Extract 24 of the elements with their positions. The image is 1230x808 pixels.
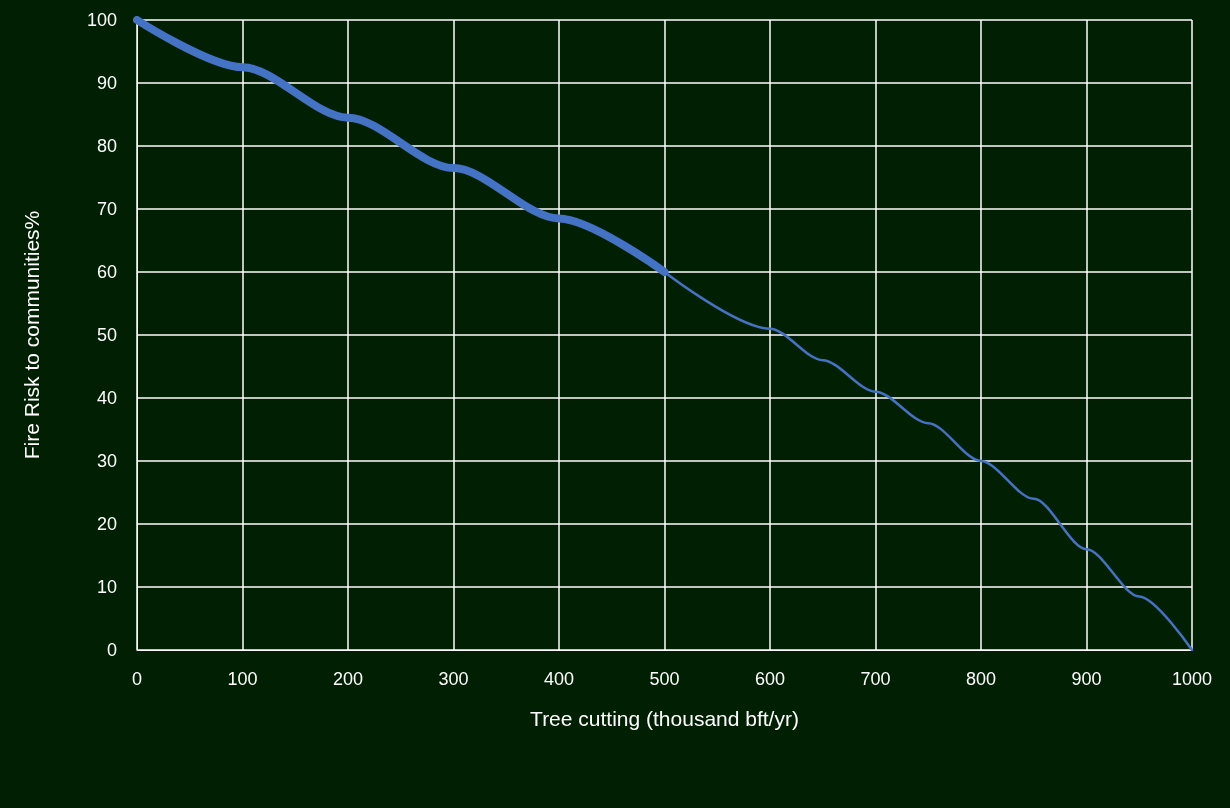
y-axis-title: Fire Risk to communities% xyxy=(20,210,43,460)
x-tick-label: 100 xyxy=(227,669,258,689)
y-tick-label: 90 xyxy=(96,73,117,93)
x-tick-label: 200 xyxy=(332,669,364,689)
x-tick-label: 300 xyxy=(438,669,469,689)
y-tick-label: 20 xyxy=(96,514,117,534)
y-tick-label: 70 xyxy=(96,199,117,219)
x-tick-label: 400 xyxy=(543,669,575,689)
x-tick-label: 700 xyxy=(860,669,891,689)
x-tick-label: 800 xyxy=(965,669,997,689)
x-tick-label: 600 xyxy=(754,669,786,689)
y-tick-label: 10 xyxy=(96,577,117,597)
y-tick-label: 80 xyxy=(96,136,117,156)
y-tick-label: 30 xyxy=(96,451,117,471)
y-tick-label: 50 xyxy=(96,325,117,345)
y-tick-label: 40 xyxy=(96,388,117,408)
x-tick-label: 900 xyxy=(1071,669,1102,689)
x-tick-label: 500 xyxy=(649,669,680,689)
y-tick-label: 60 xyxy=(96,262,117,282)
x-tick-label: 0 xyxy=(131,669,143,689)
x-tick-label: 1000 xyxy=(1171,669,1213,689)
y-tick-label: 100 xyxy=(86,10,117,30)
y-tick-label: 0 xyxy=(106,640,117,660)
x-axis-title: Tree cutting (thousand bft/yr) xyxy=(530,707,799,730)
